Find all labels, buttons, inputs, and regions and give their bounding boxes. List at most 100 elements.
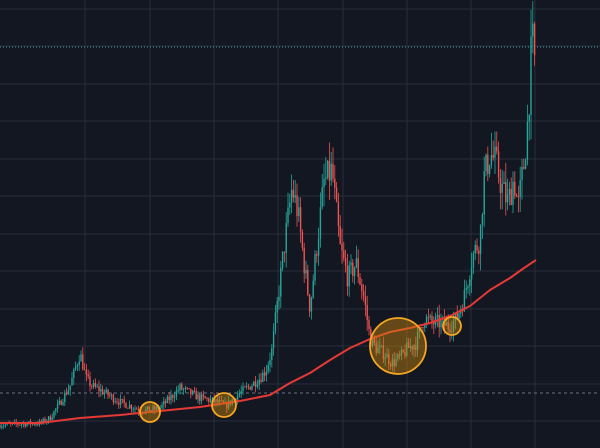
candle-body <box>195 391 197 400</box>
candle-body <box>118 402 120 405</box>
candle-body <box>263 372 266 376</box>
candle-body <box>150 410 152 412</box>
candle-body <box>215 399 217 403</box>
candle-body <box>445 322 448 326</box>
candle-body <box>217 399 219 403</box>
candle-body <box>429 315 431 318</box>
candle-body <box>352 262 354 276</box>
candle-body <box>411 345 413 350</box>
candle-body <box>514 181 516 196</box>
candle-body <box>373 337 376 343</box>
candle-body <box>116 401 118 403</box>
candle-body <box>384 357 386 359</box>
reference-lines <box>0 46 600 394</box>
candle-body <box>332 163 334 179</box>
candle-body <box>519 180 521 197</box>
candle-body <box>73 369 75 378</box>
candle-body <box>533 23 536 56</box>
candle-layer <box>0 0 536 430</box>
candle-body <box>272 331 275 349</box>
candle-body <box>301 231 304 248</box>
candle-body <box>253 381 255 386</box>
candle-body <box>517 196 520 198</box>
candle-body <box>132 409 134 410</box>
candle-body <box>35 424 37 425</box>
candle-body <box>71 377 73 386</box>
candle-body <box>404 351 406 357</box>
candle-body <box>211 397 214 400</box>
candle-body <box>96 386 98 388</box>
candle-body <box>359 276 361 285</box>
candle-body <box>472 253 475 268</box>
candle-body <box>305 269 307 274</box>
candle-body <box>341 243 343 251</box>
candle-body <box>82 354 84 370</box>
candle-body <box>260 379 262 382</box>
candle-body <box>424 325 426 329</box>
candle-body <box>100 389 102 392</box>
candle-body <box>366 305 368 320</box>
candle-body <box>64 392 66 403</box>
highlight-circle <box>211 392 237 418</box>
candle-body <box>256 384 259 387</box>
candle-body <box>467 285 469 289</box>
candle-body <box>251 385 253 390</box>
candle-body <box>337 201 340 227</box>
candle-body <box>2 425 5 427</box>
candle-body <box>155 406 158 410</box>
candle-body <box>191 390 194 395</box>
candle-body <box>40 420 43 423</box>
candle-body <box>200 394 203 402</box>
candle-body <box>199 394 201 402</box>
candle-body <box>289 202 291 208</box>
candle-body <box>355 258 358 268</box>
candle-body <box>164 401 167 403</box>
candle-body <box>377 347 379 354</box>
candle-body <box>161 404 163 408</box>
candle-body <box>420 327 422 328</box>
candle-body <box>244 386 246 388</box>
candle-body <box>107 389 109 396</box>
candle-body <box>278 296 280 301</box>
candle-body <box>94 383 97 387</box>
candle-body <box>497 151 500 178</box>
candle-body <box>269 359 271 365</box>
candle-body <box>386 354 388 358</box>
candle-body <box>76 365 79 367</box>
candle-body <box>326 160 329 178</box>
candle-body <box>308 294 311 312</box>
candle-body <box>226 402 228 409</box>
candle-body <box>449 329 451 333</box>
candle-body <box>67 389 70 395</box>
candle-body <box>362 291 365 297</box>
candle-body <box>307 269 309 295</box>
candle-body <box>395 359 397 366</box>
candle-body <box>42 418 44 423</box>
candle-body <box>481 214 484 225</box>
candle-body <box>364 296 367 306</box>
candle-body <box>283 251 286 253</box>
candle-body <box>254 381 257 387</box>
candle-body <box>166 396 169 403</box>
candle-body <box>274 312 277 332</box>
candle-body <box>325 177 327 179</box>
candle-body <box>506 194 509 203</box>
candle-body <box>317 238 320 256</box>
candle-body <box>505 181 507 203</box>
candle-body <box>465 288 467 291</box>
candle-body <box>109 395 111 397</box>
candle-body <box>1 426 3 428</box>
candle-body <box>292 189 295 198</box>
candle-body <box>74 366 77 369</box>
candle-body <box>530 36 532 115</box>
candle-body <box>524 160 527 169</box>
candle-body <box>146 406 149 409</box>
candle-body <box>368 319 370 329</box>
candle-body <box>92 383 95 387</box>
candle-body <box>103 392 106 395</box>
candle-body <box>470 267 473 280</box>
candle-body <box>173 396 176 398</box>
candle-body <box>343 250 345 259</box>
candle-body <box>388 354 390 364</box>
